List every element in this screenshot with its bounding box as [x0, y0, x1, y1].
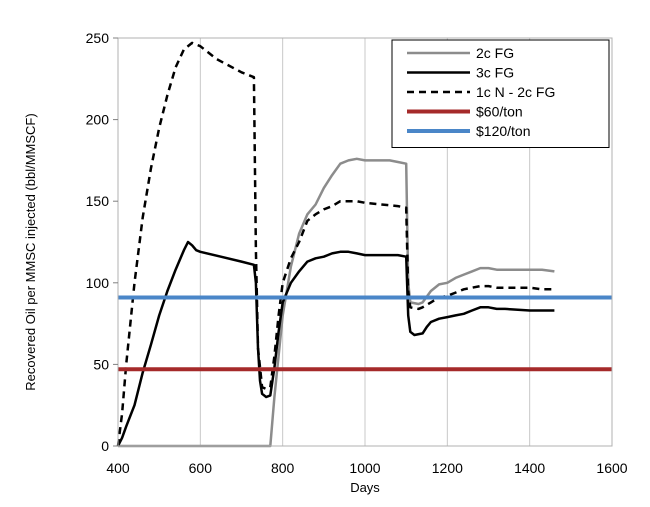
y-tick-label: 150	[86, 193, 110, 209]
legend-label-2: 1c N - 2c FG	[476, 84, 555, 100]
y-tick-label: 100	[86, 275, 110, 291]
series-line-2	[116, 41, 555, 447]
y-tick-label: 50	[93, 356, 109, 372]
legend-label-1: 3c FG	[476, 65, 514, 81]
x-axis-label: Days	[350, 480, 380, 495]
x-tick-label: 1000	[349, 460, 380, 476]
legend-label-4: $120/ton	[476, 123, 531, 139]
x-tick-label: 800	[271, 460, 295, 476]
legend-label-3: $60/ton	[476, 104, 523, 120]
x-tick-label: 1200	[432, 460, 463, 476]
x-tick-label: 1600	[596, 460, 627, 476]
y-tick-label: 200	[86, 112, 110, 128]
axes	[113, 37, 613, 447]
tick-labels: 400 600 800 1000 1200 1400 1600 0 50 100 150 200 250	[86, 30, 628, 476]
series-line-0	[118, 157, 555, 448]
x-tick-label: 1400	[514, 460, 545, 476]
x-tick-label: 400	[106, 460, 130, 476]
series-line-1	[116, 240, 555, 447]
plot-area-border	[117, 37, 613, 447]
y-tick-label: 0	[101, 438, 109, 454]
y-tick-label: 250	[86, 30, 110, 46]
legend: 2c FG 3c FG 1c N - 2c FG $60/ton $120/ton	[391, 39, 610, 148]
legend-label-0: 2c FG	[476, 45, 514, 61]
x-tick-label: 600	[189, 460, 213, 476]
y-axis-label: Recovered Oil per MMSC injected (bbl/MMS…	[23, 113, 38, 390]
series-group	[116, 41, 612, 448]
